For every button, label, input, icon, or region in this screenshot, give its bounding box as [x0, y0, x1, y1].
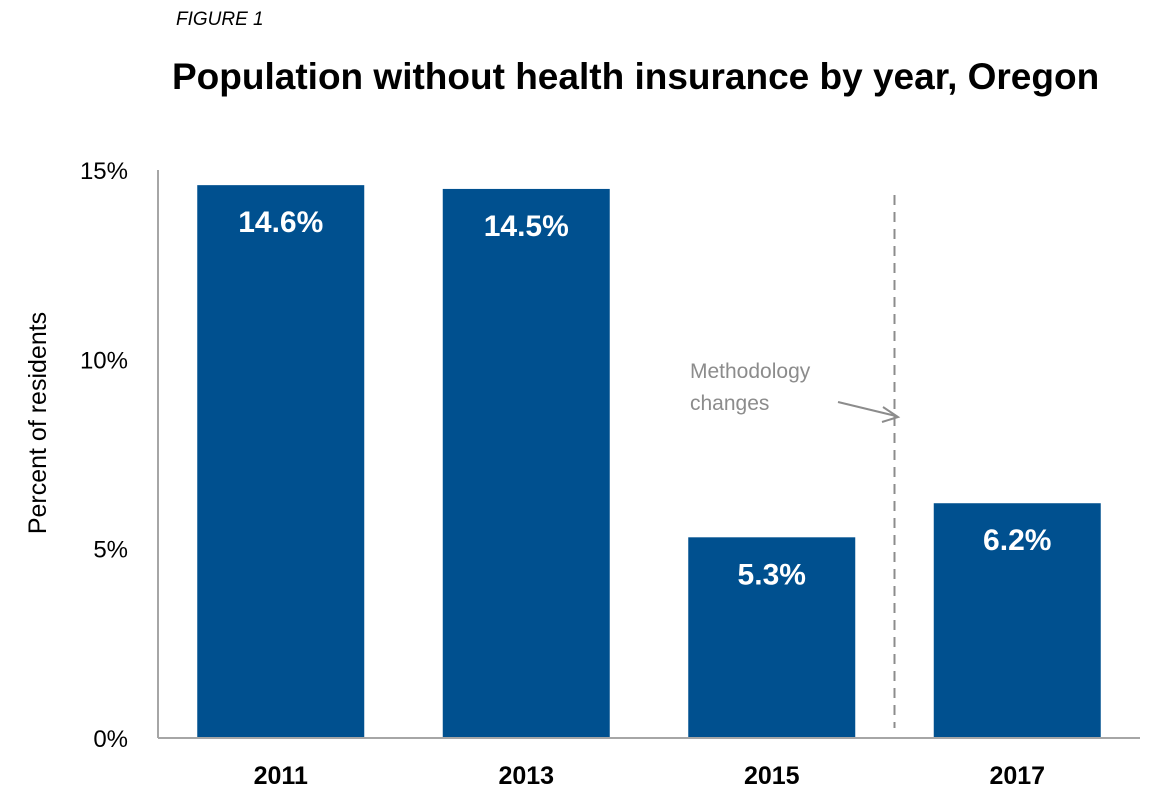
chart-title: Population without health insurance by y…	[172, 56, 1100, 97]
bar-value-labels: 14.6% 14.5% 5.3% 6.2%	[238, 206, 1051, 591]
figure-label: FIGURE 1	[176, 9, 264, 30]
y-tick-label: 5%	[93, 537, 128, 564]
annotation-arrow-shaft	[837, 401, 897, 417]
bars	[197, 185, 1101, 738]
y-tick-label: 15%	[80, 158, 128, 185]
annotation-line-2: changes	[690, 392, 769, 415]
y-axis-ticks: 0% 5% 10% 15%	[80, 158, 128, 753]
annotation-arrow-head	[881, 406, 901, 423]
y-tick-label: 0%	[93, 726, 128, 753]
x-tick-label: 2017	[989, 762, 1045, 789]
bar	[933, 503, 1101, 738]
x-tick-label: 2015	[744, 762, 800, 789]
y-axis-title: Percent of residents	[24, 312, 52, 534]
bar	[442, 188, 610, 738]
x-tick-label: 2013	[498, 762, 554, 789]
bar-value-label: 14.6%	[238, 206, 323, 239]
bar-value-label: 14.5%	[484, 210, 569, 243]
x-tick-label: 2011	[254, 762, 308, 789]
bar	[688, 537, 856, 738]
x-axis-ticks: 2011 2013 2015 2017	[254, 762, 1045, 789]
bar-value-label: 6.2%	[983, 524, 1051, 557]
bar	[197, 185, 365, 738]
y-axis-title-group: Percent of residents	[24, 312, 52, 534]
annotation-line-1: Methodology	[690, 360, 811, 383]
y-tick-label: 10%	[80, 347, 128, 374]
methodology-annotation: Methodology changes	[690, 360, 901, 423]
bar-value-label: 5.3%	[738, 558, 806, 591]
